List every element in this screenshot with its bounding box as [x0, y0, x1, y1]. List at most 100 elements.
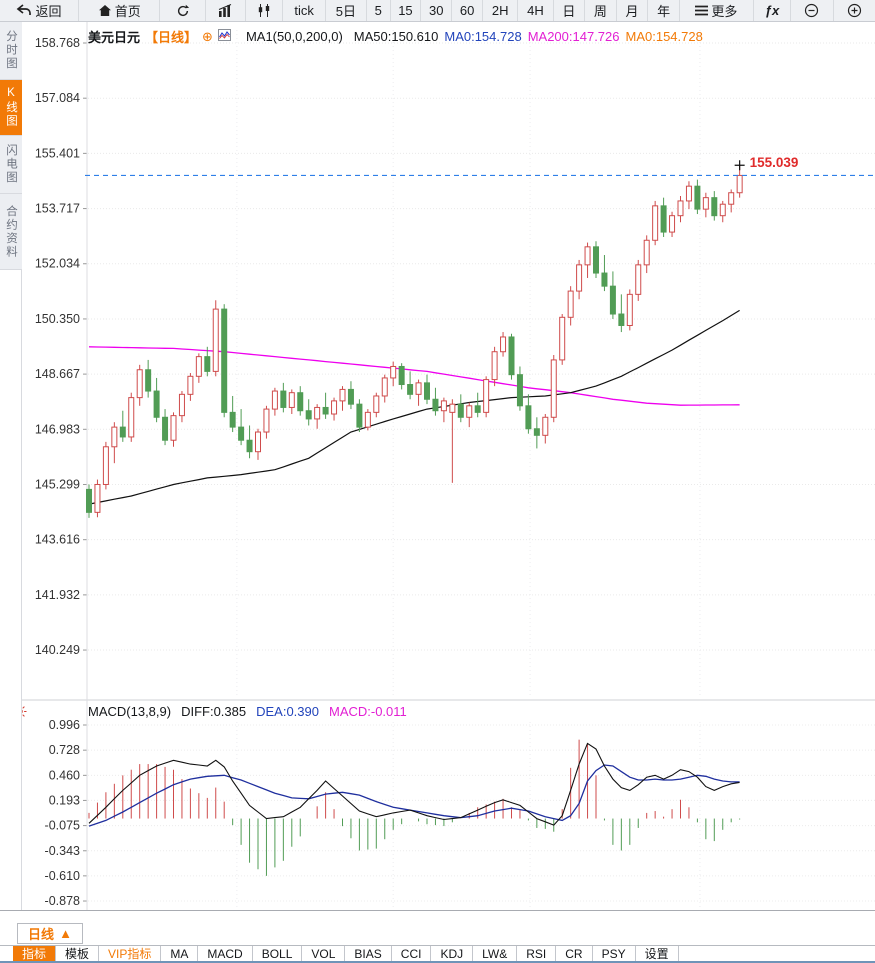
macd-macd-value: MACD:-0.011 — [328, 704, 407, 719]
tabbar-spacer — [0, 946, 13, 961]
price-axis-label: 148.667 — [35, 367, 80, 381]
toolbar-refresh-button[interactable] — [160, 0, 207, 21]
line-chart-mini-icon[interactable] — [217, 29, 231, 44]
price-chart-header: 美元日元 【日线】 ⊕ MA1(50,0,200,0) MA50:150.610 M… — [88, 27, 703, 46]
zoom-out-icon — [804, 3, 819, 18]
indicator-tabbar: 指标 模板 VIP指标 MA MACD BOLL VOL BIAS CCI KDJ LW& RSI CR… — [0, 945, 875, 963]
toolbar-year-label: 年 — [657, 4, 671, 19]
tab-LW&[interactable]: LW& — [473, 946, 518, 961]
toolbar-home-button[interactable]: 首页 — [79, 0, 161, 21]
period-label: 日线 — [28, 927, 55, 942]
toolbar-bar-chart-button[interactable] — [206, 0, 247, 21]
sidebar-item-合约资料[interactable]: 合约资料 — [0, 194, 22, 270]
toolbar-fx-label: ƒx — [764, 3, 780, 18]
toolbar-5d-label: 5日 — [335, 4, 356, 19]
toolbar-zoom-out-button[interactable] — [791, 0, 834, 21]
toolbar-year-button[interactable]: 年 — [648, 0, 680, 21]
zoom-in-icon — [847, 3, 862, 18]
triangle-up-icon: ▲ — [59, 926, 72, 941]
price-axis-label: 157.084 — [35, 91, 80, 105]
toolbar-fx-button[interactable]: ƒx — [754, 0, 792, 21]
toolbar-m30-button[interactable]: 30 — [421, 0, 453, 21]
tab-指标[interactable]: 指标 — [13, 946, 57, 961]
toolbar-day-label: 日 — [562, 4, 576, 19]
ma-value-label: MA200:147.726 — [527, 29, 620, 44]
toolbar-day-button[interactable]: 日 — [554, 0, 586, 21]
toolbar-zoom-in-button[interactable] — [834, 0, 875, 21]
last-high-price-label: 155.039 — [750, 155, 799, 170]
toolbar-h4-button[interactable]: 4H — [518, 0, 554, 21]
add-indicator-icon[interactable]: ⊕ — [202, 28, 213, 44]
menu-icon — [695, 5, 709, 16]
price-axis-label: 141.932 — [35, 588, 80, 602]
toolbar-m15-button[interactable]: 15 — [391, 0, 422, 21]
price-axis-label: 143.616 — [35, 533, 80, 547]
toolbar-m60-button[interactable]: 60 — [452, 0, 484, 21]
sidebar-item-闪电图[interactable]: 闪电图 — [0, 136, 22, 194]
ma-settings-label: MA1(50,0,200,0) — [245, 29, 343, 44]
ma-values: MA50:150.610 MA0:154.728 MA200:147.726 MA0:… — [348, 29, 703, 44]
toolbar-h2-label: 2H — [491, 3, 509, 18]
macd-axis-label: 0.728 — [49, 743, 80, 757]
sidebar-filler — [0, 270, 21, 910]
macd-axis-label: -0.878 — [45, 894, 80, 908]
toolbar-m5-button[interactable]: 5 — [367, 0, 391, 21]
x-axis-row — [0, 910, 875, 945]
sidebar-item-K线图[interactable]: K线图 — [0, 80, 22, 136]
toolbar-candlestick-button[interactable] — [246, 0, 284, 21]
ma-value-label: MA0:154.728 — [625, 29, 703, 44]
tab-VIP指标[interactable]: VIP指标 — [99, 946, 162, 961]
tab-BIAS[interactable]: BIAS — [345, 946, 392, 961]
toolbar-month-label: 月 — [625, 4, 639, 19]
symbol-name: 美元日元 — [88, 30, 141, 45]
candlestick-icon — [257, 4, 271, 17]
toolbar-month-button[interactable]: 月 — [617, 0, 649, 21]
tab-KDJ[interactable]: KDJ — [431, 946, 474, 961]
period-selector-button[interactable]: 日线 ▲ — [17, 923, 83, 944]
toolbar-m5-label: 5 — [374, 3, 382, 18]
macd-axis-label: -0.343 — [45, 844, 80, 858]
timeframe-tag: 【日线】 — [145, 30, 198, 45]
bar-chart-icon — [218, 4, 233, 17]
macd-axis-label: -0.075 — [45, 819, 80, 833]
home-icon — [98, 4, 112, 17]
tab-MACD[interactable]: MACD — [198, 946, 253, 961]
macd-header: MACD(13,8,9) DIFF:0.385 DEA:0.390 MACD:-… — [88, 704, 407, 719]
toolbar-h4-label: 4H — [527, 3, 544, 18]
toolbar-m30-label: 30 — [429, 3, 444, 18]
tab-CCI[interactable]: CCI — [392, 946, 432, 961]
tab-PSY[interactable]: PSY — [593, 946, 636, 961]
tab-模板[interactable]: 模板 — [56, 946, 100, 961]
macd-params-label: MACD(13,8,9) — [88, 704, 172, 719]
price-axis-label: 153.717 — [35, 202, 80, 216]
toolbar-h2-button[interactable]: 2H — [483, 0, 519, 21]
tab-VOL[interactable]: VOL — [302, 946, 346, 961]
tab-设置[interactable]: 设置 — [636, 946, 679, 961]
chart-type-sidebar: 分时图 K线图 闪电图 合约资料 — [0, 22, 22, 910]
toolbar-home-label: 首页 — [114, 4, 141, 19]
macd-diff-value: DIFF:0.385 — [181, 704, 247, 719]
back-icon — [16, 4, 32, 17]
macd-axis-label: 0.996 — [49, 718, 80, 732]
price-axis-label: 155.401 — [35, 146, 80, 160]
toolbar-week-label: 周 — [593, 4, 607, 19]
toolbar-m15-label: 15 — [398, 3, 413, 18]
macd-axis-label: 0.193 — [49, 793, 80, 807]
tab-MA[interactable]: MA — [161, 946, 199, 961]
toolbar-tick-button[interactable]: tick — [283, 0, 326, 21]
ma-value-label: MA0:154.728 — [444, 29, 522, 44]
refresh-icon — [176, 4, 190, 18]
price-axis-label: 140.249 — [35, 643, 80, 657]
toolbar-week-button[interactable]: 周 — [585, 0, 617, 21]
toolbar-more-button[interactable]: 更多 — [680, 0, 754, 21]
toolbar-tick-label: tick — [294, 3, 314, 18]
macd-dea-value: DEA:0.390 — [256, 704, 319, 719]
tab-RSI[interactable]: RSI — [517, 946, 557, 961]
sidebar-item-分时图[interactable]: 分时图 — [0, 22, 22, 80]
toolbar-5d-button[interactable]: 5日 — [326, 0, 367, 21]
toolbar-back-button[interactable]: 返回 — [0, 0, 79, 21]
ma-value-label: MA50:150.610 — [353, 29, 439, 44]
tab-CR[interactable]: CR — [556, 946, 593, 961]
tab-BOLL[interactable]: BOLL — [253, 946, 303, 961]
